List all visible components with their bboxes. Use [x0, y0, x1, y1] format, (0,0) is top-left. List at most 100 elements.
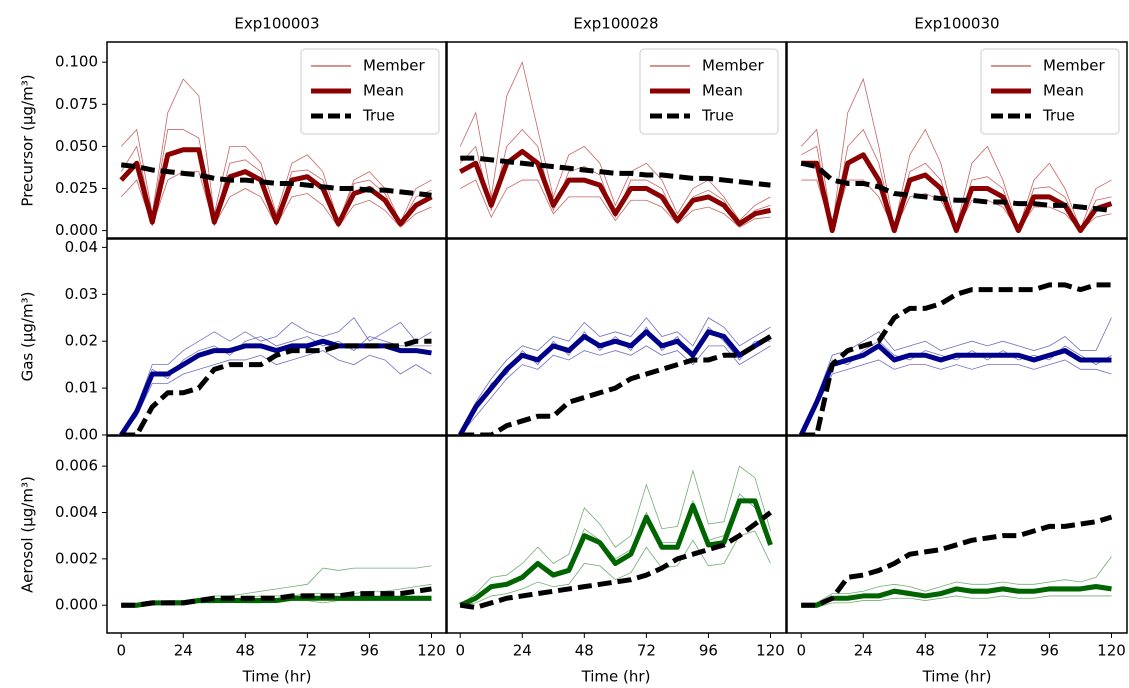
legend-label: Mean	[702, 82, 743, 100]
panel-frame	[786, 435, 1128, 634]
mean-line	[119, 147, 433, 227]
y-axis-label: Aerosol (μg/m³)	[19, 476, 37, 593]
y-tick-label: 0.050	[55, 137, 98, 155]
panel-frame	[106, 237, 448, 436]
panel-frame	[786, 41, 1128, 240]
x-tick-label: 24	[513, 642, 532, 660]
member-line	[801, 556, 1112, 606]
member-line	[460, 179, 771, 228]
legend-label: Mean	[1043, 82, 1084, 100]
legend-label: Member	[702, 57, 765, 75]
mean-line	[798, 343, 1112, 435]
mean-line	[801, 584, 1112, 608]
y-tick-label: 0.002	[55, 549, 98, 567]
member-line	[459, 60, 771, 222]
true-line	[120, 162, 432, 198]
y-tick-label: 0.006	[55, 457, 98, 475]
x-tick-label: 48	[575, 642, 594, 660]
legend-label: True	[701, 107, 734, 125]
true-line	[460, 334, 772, 435]
panel-frame	[106, 41, 448, 240]
member-line	[120, 350, 432, 435]
legend-label: True	[1042, 107, 1075, 125]
y-tick-label: 0.025	[55, 179, 98, 197]
member-line	[800, 317, 1112, 435]
true-line	[801, 282, 1112, 435]
y-tick-label: 0.04	[65, 238, 98, 256]
plot-area	[458, 317, 772, 435]
legend-label: Member	[1043, 57, 1106, 75]
plot-area	[801, 514, 1113, 608]
member-line	[120, 78, 432, 224]
y-tick-label: 0.100	[55, 53, 98, 71]
x-axis-label: Time (hr)	[242, 668, 312, 686]
y-tick-label: 0.03	[65, 285, 98, 303]
member-line	[120, 171, 432, 228]
mean-line	[801, 152, 1113, 234]
x-tick-label: 120	[1097, 642, 1126, 660]
member-line	[801, 595, 1112, 608]
true-line	[800, 160, 1112, 213]
y-tick-label: 0.01	[65, 379, 98, 397]
x-tick-label: 120	[417, 642, 446, 660]
true-line	[121, 586, 432, 608]
y-tick-label: 0.000	[55, 221, 98, 239]
y-tick-label: 0.075	[55, 95, 98, 113]
true-line	[121, 338, 432, 435]
x-tick-label: 0	[455, 642, 465, 660]
member-line	[120, 317, 432, 435]
y-tick-label: 0.02	[65, 332, 98, 350]
y-tick-label: 0.004	[55, 503, 98, 521]
plot-area	[800, 77, 1113, 234]
member-line	[460, 530, 771, 606]
x-tick-label: 72	[637, 642, 656, 660]
true-line	[459, 510, 772, 611]
x-tick-label: 24	[854, 642, 873, 660]
x-axis-label: Time (hr)	[922, 668, 992, 686]
plot-area	[119, 317, 432, 435]
panel-frame	[445, 237, 787, 436]
x-tick-label: 72	[298, 642, 317, 660]
x-tick-label: 96	[1040, 642, 1059, 660]
member-line	[459, 317, 771, 435]
x-tick-label: 96	[699, 642, 718, 660]
true-line	[801, 514, 1113, 608]
panel-frame	[106, 435, 448, 634]
panel-frame	[445, 435, 787, 634]
mean-line	[119, 338, 432, 435]
plot-area	[119, 78, 433, 228]
mean-line	[459, 498, 773, 608]
panel-title: Exp100003	[234, 15, 319, 33]
y-axis-label: Gas (μg/m³)	[19, 292, 37, 382]
panel-frame	[445, 41, 787, 240]
plot-area	[459, 60, 772, 228]
x-tick-label: 48	[916, 642, 935, 660]
member-line	[120, 129, 432, 226]
legend-box	[300, 48, 440, 135]
member-line	[800, 359, 1112, 435]
plot-area	[121, 565, 432, 608]
mean-line	[458, 329, 772, 435]
panel-frame	[786, 237, 1128, 436]
x-tick-label: 24	[174, 642, 193, 660]
y-tick-label: 0.00	[65, 426, 98, 444]
mean-line	[459, 148, 772, 227]
x-tick-label: 72	[978, 642, 997, 660]
x-tick-label: 120	[756, 642, 785, 660]
x-tick-label: 0	[796, 642, 806, 660]
panel-title: Exp100030	[914, 15, 999, 33]
member-line	[459, 465, 771, 606]
x-tick-label: 96	[360, 642, 379, 660]
member-line	[460, 493, 771, 606]
true-line	[460, 155, 771, 188]
x-tick-label: 48	[236, 642, 255, 660]
x-tick-label: 0	[116, 642, 126, 660]
y-tick-label: 0.000	[55, 596, 98, 614]
panel-title: Exp100028	[573, 15, 658, 33]
legend-label: Mean	[363, 82, 404, 100]
legend-box	[639, 48, 779, 135]
x-axis-label: Time (hr)	[581, 668, 651, 686]
legend-label: True	[362, 107, 395, 125]
plot-area	[459, 465, 773, 611]
